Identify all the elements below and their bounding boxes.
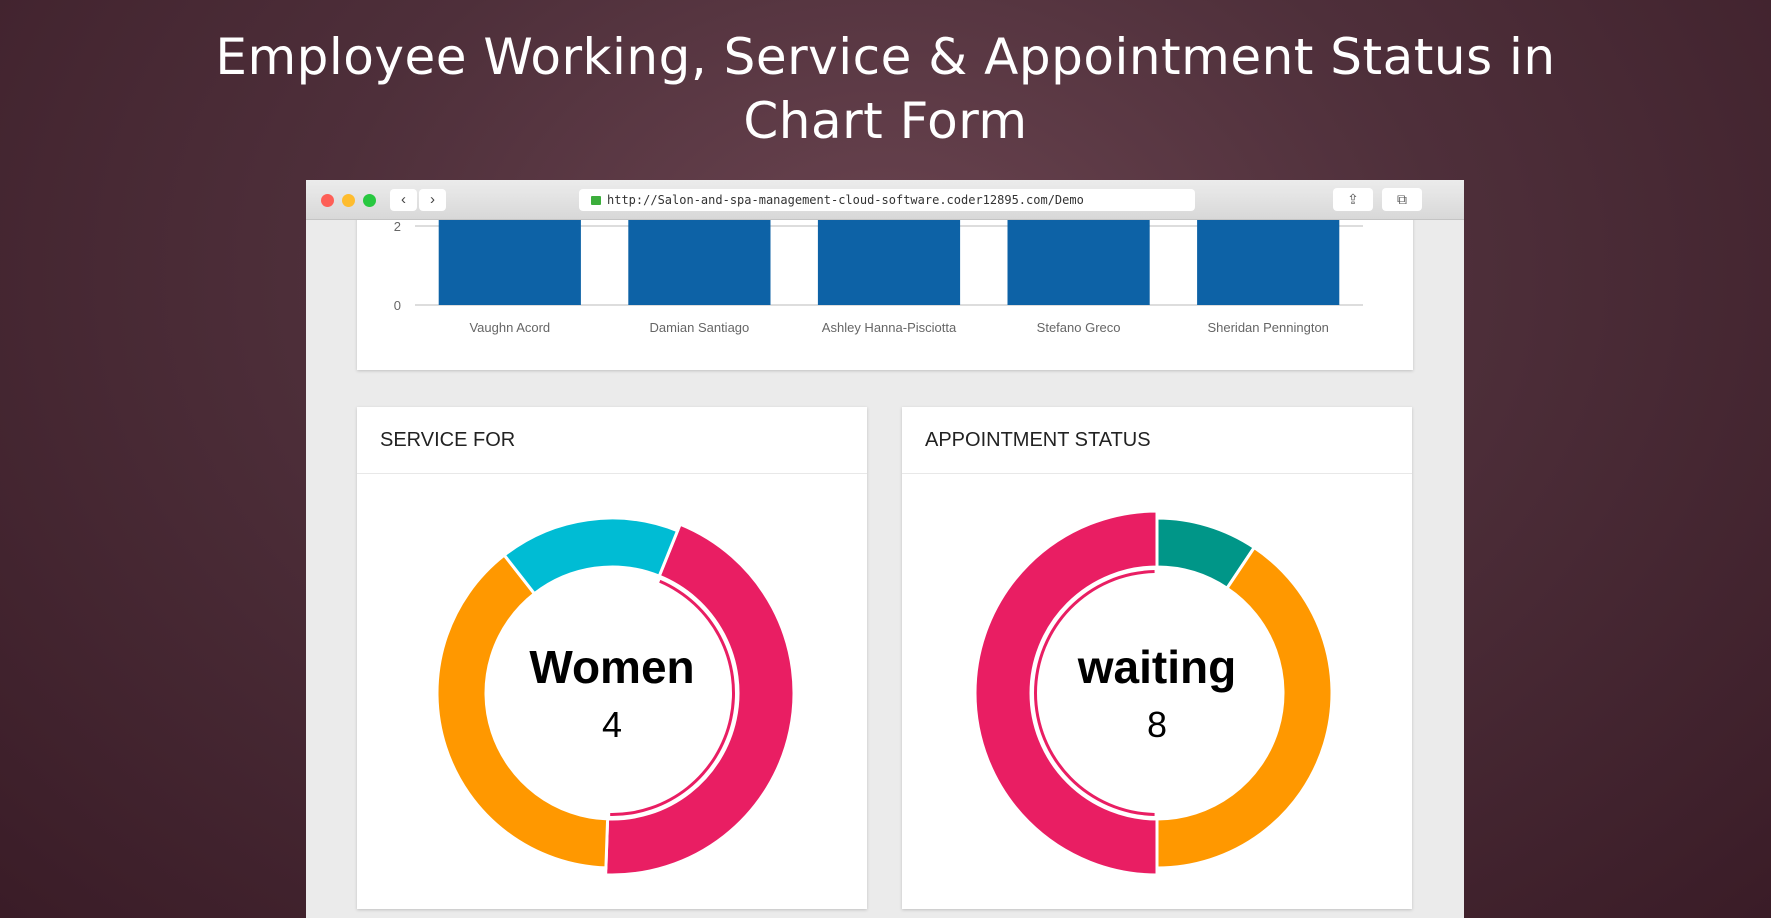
donut-slice: [502, 516, 680, 596]
close-window-button[interactable]: [321, 194, 334, 207]
x-tick-label: Damian Santiago: [650, 320, 750, 335]
forward-icon[interactable]: ›: [419, 189, 446, 211]
service-for-donut: Women 4: [435, 516, 796, 877]
browser-toolbar: ‹ › http://Salon-and-spa-management-clou…: [306, 180, 1464, 220]
service-for-title: SERVICE FOR: [357, 407, 867, 474]
x-tick-label: Ashley Hanna-Pisciotta: [822, 320, 957, 335]
share-icon[interactable]: ⇪: [1333, 188, 1373, 211]
page-title-line1: Employee Working, Service & Appointment …: [215, 28, 1556, 86]
page-title-line2: Chart Form: [743, 92, 1028, 150]
url-text: http://Salon-and-spa-management-cloud-so…: [607, 193, 1084, 207]
lock-icon: [591, 196, 601, 205]
minimize-window-button[interactable]: [342, 194, 355, 207]
donut-slice: [435, 552, 610, 870]
appointment-status-card: APPOINTMENT STATUS waiting 8: [902, 407, 1412, 909]
x-tick-label: Stefano Greco: [1037, 320, 1121, 335]
address-bar[interactable]: http://Salon-and-spa-management-cloud-so…: [579, 189, 1195, 211]
donut-slice: [604, 522, 796, 877]
x-tick-label: Sheridan Pennington: [1207, 320, 1328, 335]
donut-center-label: Women: [529, 641, 694, 693]
donut-slice: [973, 509, 1159, 877]
maximize-window-button[interactable]: [363, 194, 376, 207]
appointment-status-donut: waiting 8: [973, 509, 1334, 877]
tabs-icon[interactable]: ⧉: [1382, 188, 1422, 211]
donut-center-value: 8: [1147, 704, 1167, 745]
back-icon[interactable]: ‹: [390, 189, 417, 211]
x-tick-label: Vaughn Acord: [469, 320, 550, 335]
donut-center-label: waiting: [1077, 641, 1236, 693]
y-tick-label: 2: [394, 219, 401, 234]
y-tick-label: 0: [394, 298, 401, 313]
donut-center-value: 4: [602, 704, 622, 745]
service-for-card: SERVICE FOR Women 4: [357, 407, 867, 909]
browser-window: ‹ › http://Salon-and-spa-management-clou…: [306, 180, 1464, 918]
donut-slice: [1155, 545, 1334, 870]
appointment-status-title: APPOINTMENT STATUS: [902, 407, 1412, 474]
